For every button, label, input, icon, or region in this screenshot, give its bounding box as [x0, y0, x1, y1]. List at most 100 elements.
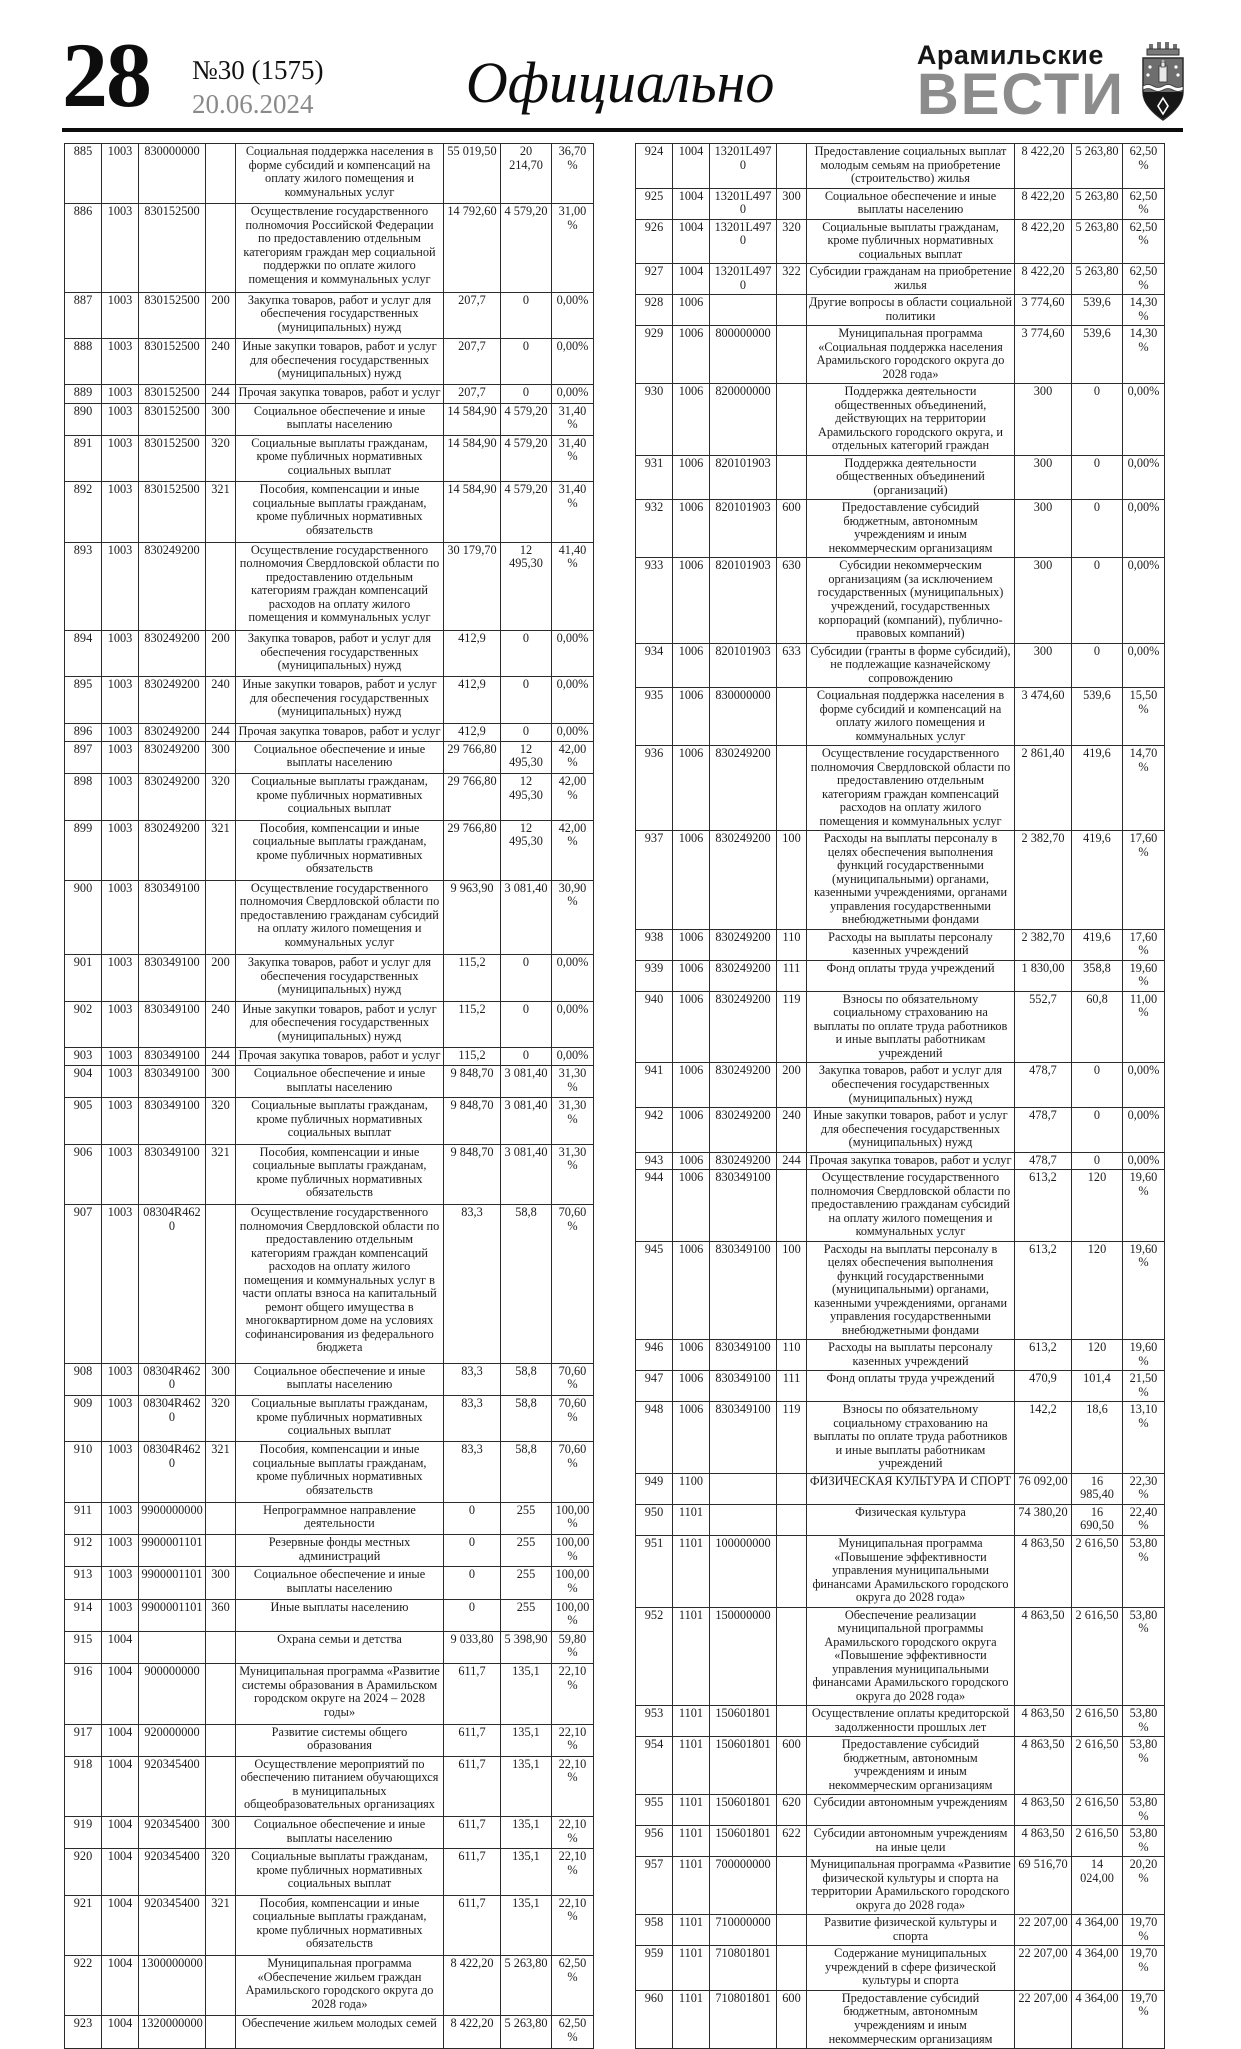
cell-pct: 0,00% [1122, 383, 1165, 456]
cell-sec: 1003 [101, 203, 139, 293]
cell-type: 300 [776, 187, 807, 220]
cell-name: Иные закупки товаров, работ и услуг для … [235, 1000, 444, 1048]
cell-v2: 58,8 [500, 1395, 552, 1443]
table-row: 918 1004 920345400 Осуществление мероприяти… [64, 1755, 594, 1818]
cell-n: 951 [635, 1534, 673, 1608]
table-row: 900 1003 830349100 Осуществление государств… [64, 879, 594, 956]
cell-sec: 1003 [101, 1441, 139, 1503]
cell-n: 911 [64, 1501, 102, 1536]
cell-type: 111 [776, 1370, 807, 1403]
cell-name: Осуществление государственного полномочи… [806, 1169, 1015, 1242]
cell-v1: 9 963,90 [443, 879, 501, 956]
cell-n: 948 [635, 1401, 673, 1474]
cell-v1: 412,9 [443, 676, 501, 724]
cell-type: 119 [776, 1401, 807, 1474]
cell-type: 321 [205, 481, 236, 543]
cell-name: Закупка товаров, работ и услуг для обесп… [806, 1062, 1015, 1109]
budget-table-right: 924 1004 13201L4970 Предоставление социальн… [635, 143, 1165, 2049]
cell-type [776, 1705, 807, 1738]
cell-name: Фонд оплаты труда учреждений [806, 1370, 1015, 1403]
cell-type [776, 143, 807, 189]
cell-pct: 22,10% [551, 1755, 594, 1818]
cell-v1: 300 [1014, 383, 1072, 456]
cell-pct: 22,30% [1122, 1472, 1165, 1505]
cell-code: 830249200 [709, 1151, 777, 1171]
cell-type: 320 [205, 1848, 236, 1896]
cell-pct: 22,10% [551, 1816, 594, 1850]
cell-sec: 1004 [101, 1894, 139, 1957]
cell-name: Поддержка деятельности общественных объе… [806, 454, 1015, 501]
cell-code: 08304R4620 [138, 1395, 206, 1443]
table-row: 932 1006 820101903 600 Предоставление субсид… [635, 499, 1165, 559]
cell-name: Физическая культура [806, 1503, 1015, 1536]
cell-sec: 1006 [672, 1062, 710, 1109]
table-row: 913 1003 9900001101 300 Социальное обеспечен… [64, 1566, 594, 1600]
cell-name: Расходы на выплаты персоналу казенных уч… [806, 928, 1015, 961]
cell-code: 9900001101 [138, 1534, 206, 1568]
cell-n: 895 [64, 676, 102, 724]
table-row: 950 1101 Физическая культура 74 380,20 16 69… [635, 1503, 1165, 1536]
cell-name: Субсидии автономным учреждениям [806, 1794, 1015, 1827]
cell-type: 240 [205, 676, 236, 724]
cell-v2: 3 081,40 [500, 1143, 552, 1206]
page-number: 28 [62, 24, 152, 126]
cell-pct: 13,10% [1122, 1401, 1165, 1474]
cell-code: 920345400 [138, 1755, 206, 1818]
cell-type: 300 [205, 1816, 236, 1850]
cell-code: 830249200 [709, 830, 777, 930]
cell-pct: 0,00% [551, 1046, 594, 1067]
cell-name: Предоставление субсидий бюджетным, автон… [806, 499, 1015, 559]
cell-v1: 2 382,70 [1014, 928, 1072, 961]
table-row: 934 1006 820101903 633 Субсидии (гранты в фо… [635, 642, 1165, 689]
cell-code: 13201L4970 [709, 263, 777, 296]
cell-n: 960 [635, 1989, 673, 2049]
table-row: 951 1101 100000000 Муниципальная программа … [635, 1534, 1165, 1608]
cell-v1: 115,2 [443, 954, 501, 1002]
cell-v2: 539,6 [1071, 294, 1123, 327]
issue-number: №30 (1575) [192, 55, 324, 85]
cell-pct: 100,00% [551, 1501, 594, 1536]
cell-v1: 613,2 [1014, 1240, 1072, 1341]
cell-type [776, 1606, 807, 1707]
cell-pct: 31,30% [551, 1065, 594, 1099]
cell-v1: 9 848,70 [443, 1097, 501, 1145]
cell-v1: 9 033,80 [443, 1630, 501, 1665]
cell-name: Фонд оплаты труда учреждений [806, 959, 1015, 992]
cell-v1: 4 863,50 [1014, 1606, 1072, 1707]
cell-sec: 1003 [101, 1046, 139, 1067]
cell-code: 920000000 [138, 1723, 206, 1757]
cell-n: 925 [635, 187, 673, 220]
cell-v1: 2 861,40 [1014, 745, 1072, 832]
cell-n: 906 [64, 1143, 102, 1206]
cell-pct: 14,70% [1122, 745, 1165, 832]
cell-name: Прочая закупка товаров, работ и услуг [235, 722, 444, 742]
cell-sec: 1003 [101, 402, 139, 436]
cell-v2: 0 [500, 722, 552, 742]
cell-v2: 0 [1071, 557, 1123, 644]
cell-type [205, 2015, 236, 2049]
cell-n: 920 [64, 1848, 102, 1896]
table-row: 917 1004 920000000 Развитие системы общего … [64, 1723, 594, 1757]
cell-v1: 478,7 [1014, 1062, 1072, 1109]
cell-pct: 0,00% [551, 1000, 594, 1048]
cell-v1: 611,7 [443, 1723, 501, 1757]
cell-pct: 0,00% [1122, 557, 1165, 644]
table-row: 885 1003 830000000 Социальная поддержка нас… [64, 142, 594, 205]
cell-pct: 31,40% [551, 402, 594, 436]
cell-v1: 4 863,50 [1014, 1705, 1072, 1738]
cell-pct: 53,80% [1122, 1736, 1165, 1796]
cell-v2: 120 [1071, 1240, 1123, 1341]
cell-n: 893 [64, 541, 102, 632]
cell-pct: 19,60% [1122, 1240, 1165, 1341]
cell-name: Взносы по обязательному социальному стра… [806, 1401, 1015, 1474]
budget-table-right-body: 924 1004 13201L4970 Предоставление социальн… [635, 143, 1165, 2049]
cell-v1: 22 207,00 [1014, 1945, 1072, 1991]
cell-name: Субсидии (гранты в форме субсидий), не п… [806, 642, 1015, 689]
cell-code: 830152500 [138, 434, 206, 483]
cell-v1: 8 422,20 [1014, 218, 1072, 265]
cell-pct: 14,30% [1122, 325, 1165, 385]
cell-name: Обеспечение жильем молодых семей [235, 2015, 444, 2049]
cell-v2: 0 [1071, 499, 1123, 559]
issue-block: №30 (1575) 20.06.2024 [192, 54, 324, 122]
cell-name: Расходы на выплаты персоналу казенных уч… [806, 1339, 1015, 1372]
